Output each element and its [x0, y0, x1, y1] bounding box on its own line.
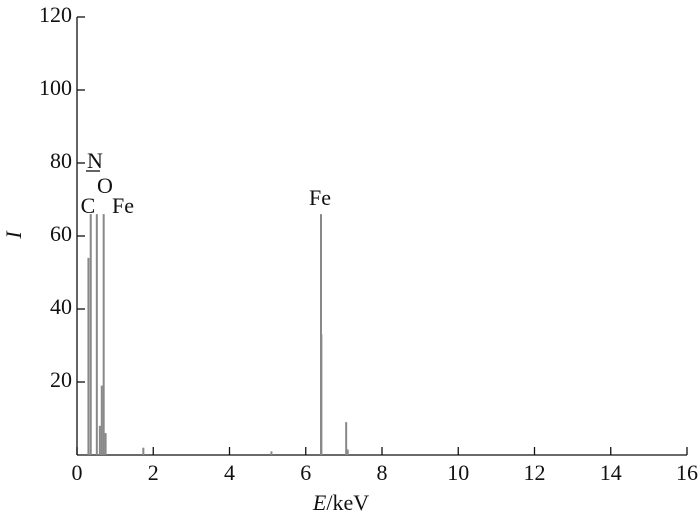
- y-tick-label: 40: [50, 294, 72, 319]
- peak-label: Fe: [112, 193, 134, 218]
- x-axis-label: E/keV: [312, 490, 369, 515]
- x-tick-label: 8: [377, 460, 388, 485]
- y-tick-label: 120: [39, 2, 72, 27]
- peak-label: N: [87, 148, 103, 173]
- peak-label: O: [97, 173, 113, 198]
- x-tick-label: 6: [300, 460, 311, 485]
- y-tick-label: 20: [50, 367, 72, 392]
- x-tick-label: 10: [447, 460, 469, 485]
- x-label-unit: /keV: [326, 490, 369, 515]
- x-tick-label: 16: [676, 460, 698, 485]
- x-tick-label: 12: [524, 460, 546, 485]
- x-tick-label: 2: [148, 460, 159, 485]
- peak-label: Fe: [309, 185, 331, 210]
- y-tick-label: 80: [50, 148, 72, 173]
- x-tick-label: 4: [224, 460, 235, 485]
- x-tick-label: 0: [72, 460, 83, 485]
- y-tick-label: 100: [39, 75, 72, 100]
- y-axis-label: I: [1, 230, 26, 240]
- x-tick-label: 14: [600, 460, 622, 485]
- x-label-var: E: [312, 490, 327, 515]
- y-tick-label: 60: [50, 221, 72, 246]
- peak-label: C: [81, 193, 96, 218]
